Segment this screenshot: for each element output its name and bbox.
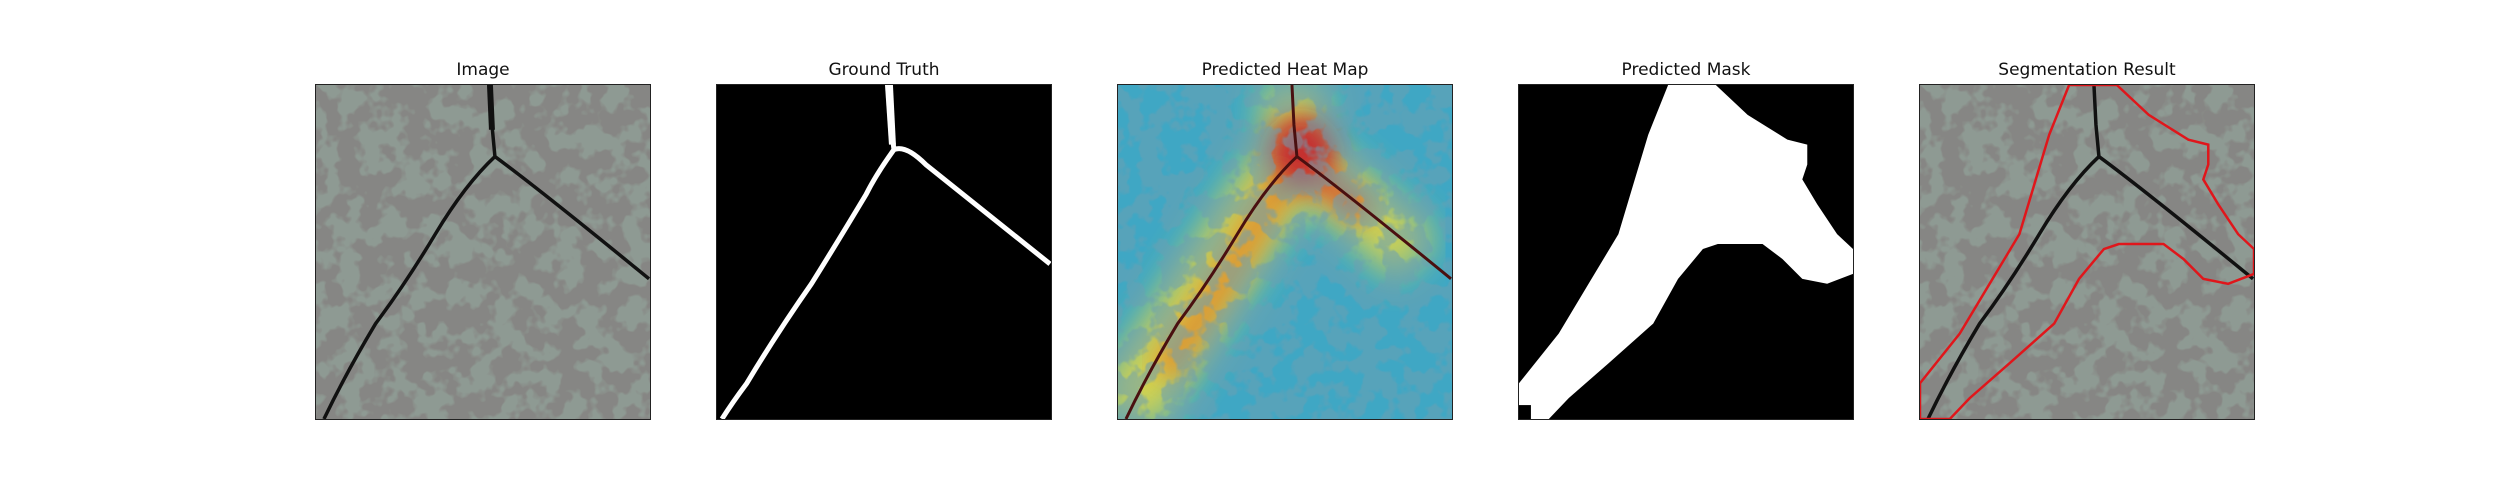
panel-ground-truth: Ground Truth xyxy=(716,60,1052,423)
surface-photo xyxy=(316,85,650,419)
crack-line xyxy=(1124,85,1452,419)
segmentation-overlay xyxy=(1920,85,2254,419)
panel-segmentation: Segmentation Result xyxy=(1919,60,2255,423)
crack-line xyxy=(1926,85,2254,419)
panel-title-mask: Predicted Mask xyxy=(1621,60,1751,80)
segmentation-contour xyxy=(1920,85,2254,419)
panel-heat-map: Predicted Heat Map xyxy=(1117,60,1453,423)
panel-title-segmentation: Segmentation Result xyxy=(1998,60,2176,80)
ground-truth-view xyxy=(716,84,1052,420)
predicted-mask xyxy=(1519,85,1853,419)
panel-title-image: Image xyxy=(456,60,510,80)
heat-map-overlay xyxy=(1118,85,1452,419)
mask-view xyxy=(1518,84,1854,420)
panel-mask: Predicted Mask xyxy=(1518,60,1854,423)
heat-map-view xyxy=(1117,84,1453,420)
panel-title-heat-map: Predicted Heat Map xyxy=(1201,60,1369,80)
panel-image: Image xyxy=(315,60,651,423)
panel-title-ground-truth: Ground Truth xyxy=(828,60,940,80)
segmentation-view xyxy=(1919,84,2255,420)
image-view xyxy=(315,84,651,420)
ground-truth-mask xyxy=(717,85,1051,419)
mask-region xyxy=(1519,85,1853,419)
